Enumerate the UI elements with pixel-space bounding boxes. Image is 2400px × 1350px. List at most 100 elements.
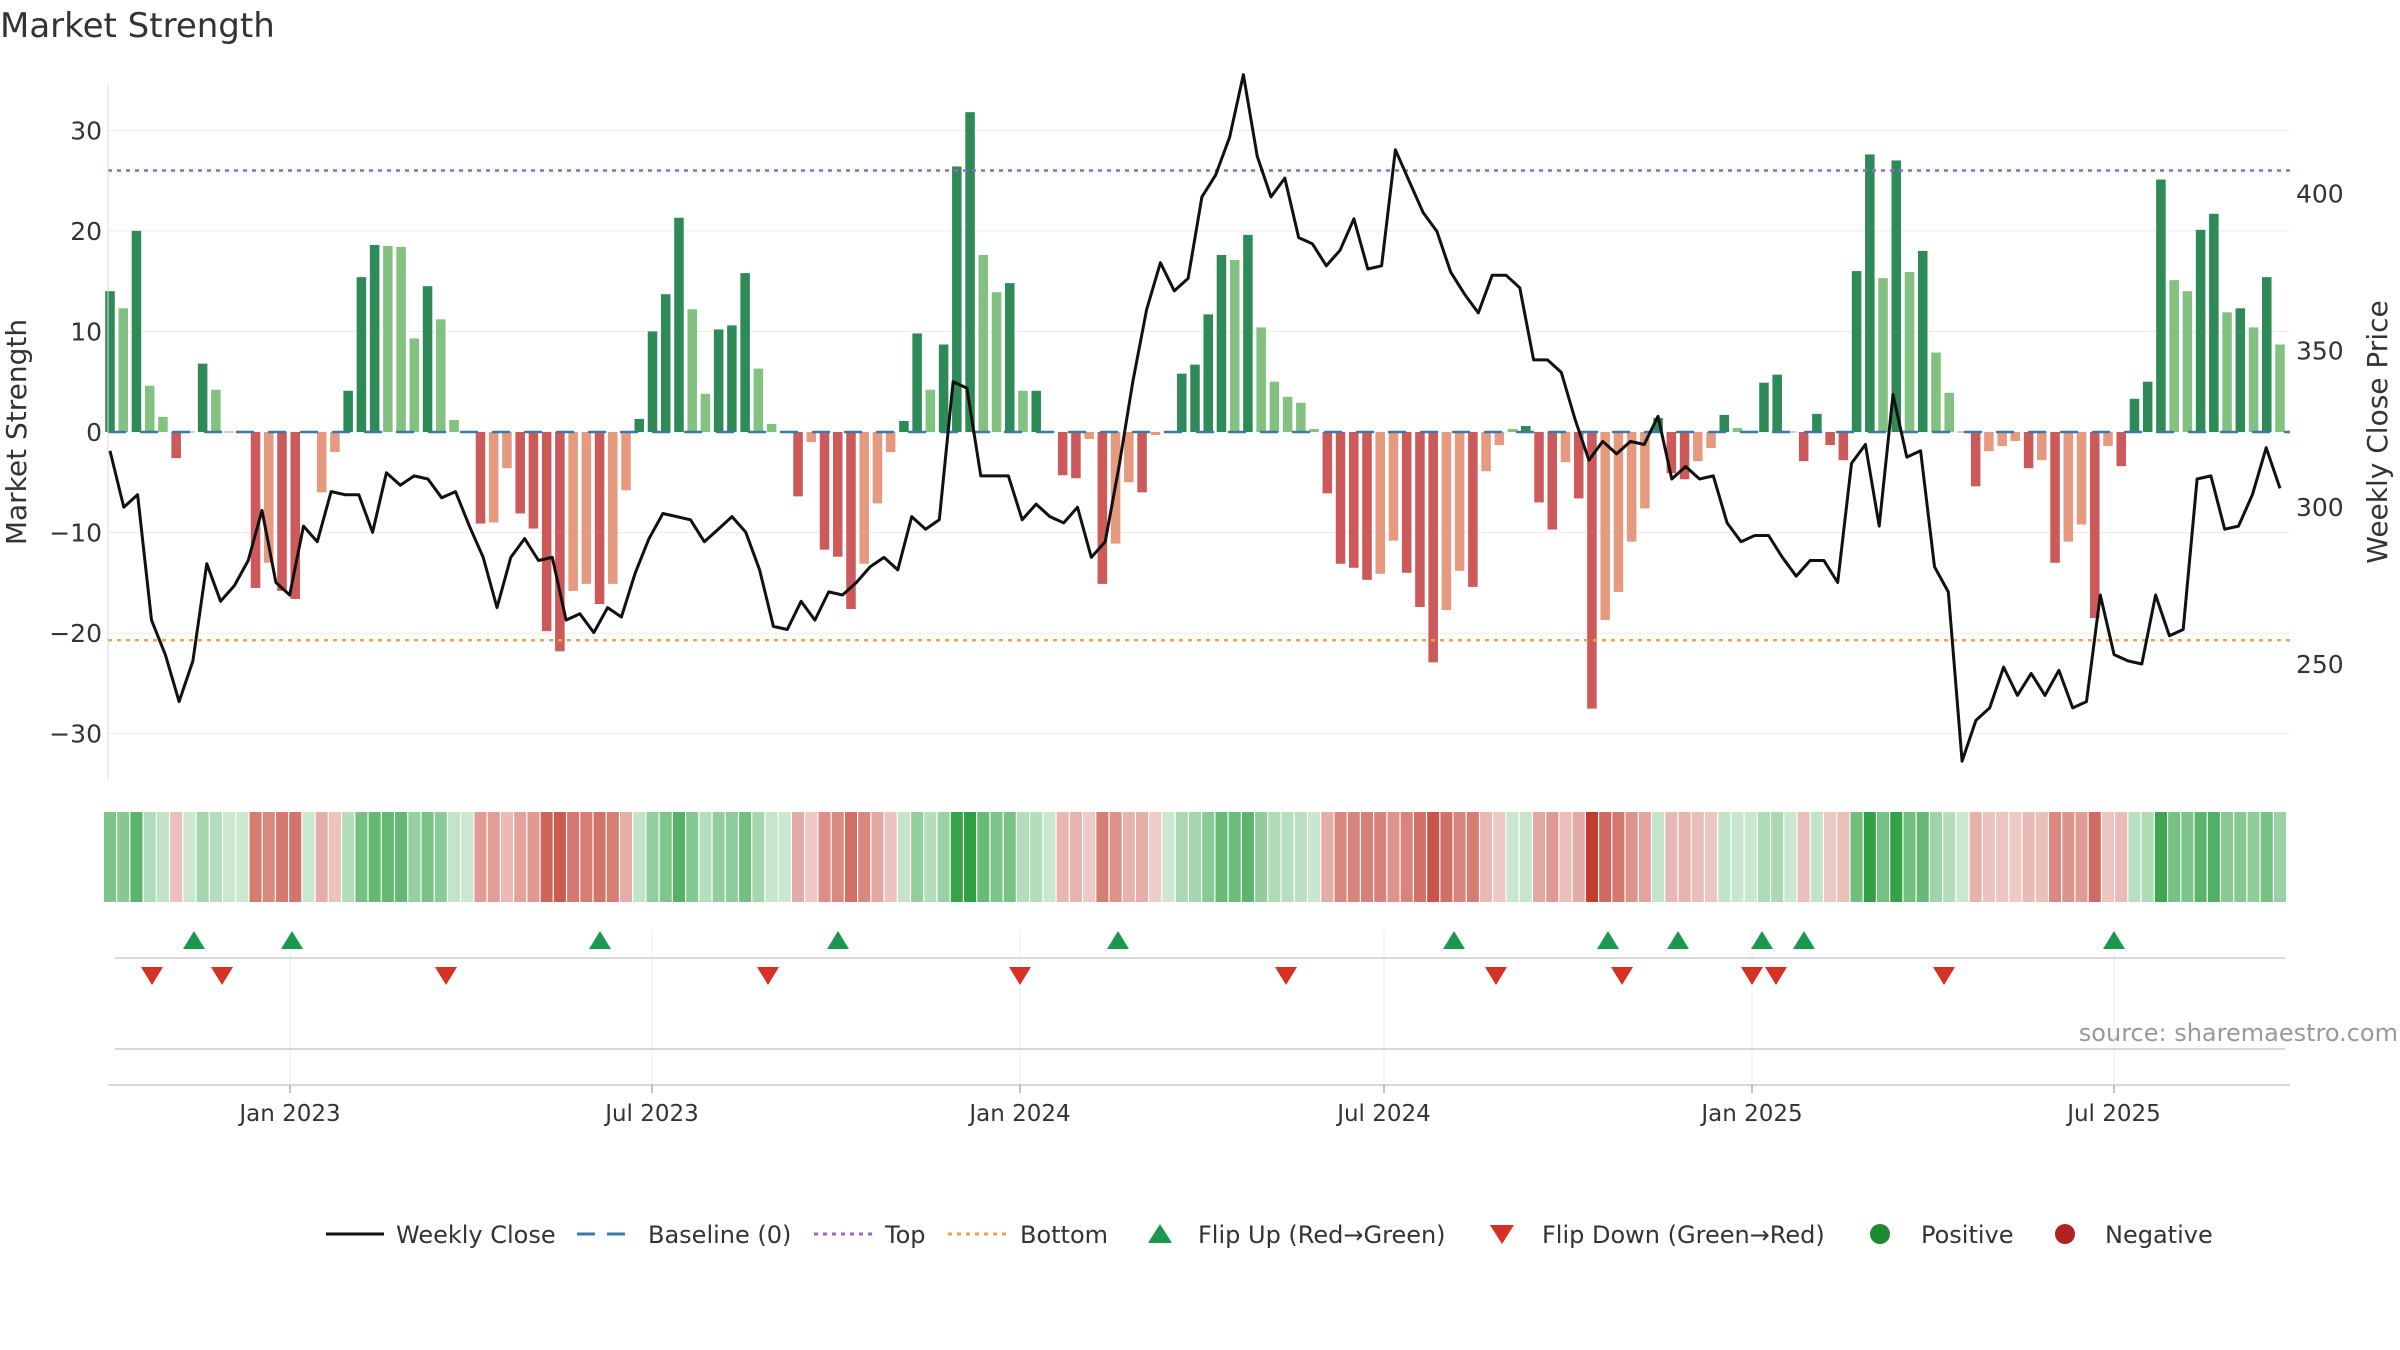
flip-down-marker: [1485, 967, 1507, 985]
heat-cell: [553, 812, 566, 902]
heat-cell: [1956, 812, 1969, 902]
heat-cell: [1427, 812, 1440, 902]
strength-bar: [899, 420, 909, 432]
right-y-axis-label: Weekly Close Price: [2361, 300, 2394, 563]
strength-bar: [1057, 432, 1068, 476]
heat-cell: [818, 812, 831, 902]
heat-cell: [2221, 812, 2234, 902]
strength-bar: [2156, 179, 2166, 432]
strength-bar: [1706, 432, 1716, 449]
strength-bars: [105, 112, 2285, 709]
strength-bar: [2050, 432, 2060, 563]
heat-cell: [2234, 812, 2247, 902]
flip-down-marker: [141, 967, 163, 985]
flip-up-marker: [589, 931, 611, 949]
heat-cell: [1943, 812, 1956, 902]
flip-down-marker: [211, 967, 233, 985]
flip-down-marker: [1009, 967, 1031, 985]
strength-bar: [316, 432, 327, 493]
strength-bar: [1547, 432, 1558, 530]
strength-bar: [1375, 432, 1386, 574]
heat-cell: [2049, 812, 2062, 902]
x-axis: Jan 2023 Jul 2023 Jan 2024 Jul 2024 Jan 2025…: [108, 1048, 2290, 1127]
strength-bar: [383, 245, 393, 432]
heat-cell: [1255, 812, 1268, 902]
heat-cell: [1744, 812, 1757, 902]
heat-cell: [1585, 812, 1598, 902]
strength-bar: [250, 432, 261, 588]
flip-down-marker: [757, 967, 779, 985]
strength-bar: [1084, 432, 1094, 440]
flip-up-marker: [183, 931, 205, 949]
heat-cell: [1996, 812, 2009, 902]
strength-bar: [2023, 432, 2034, 469]
heat-cell: [752, 812, 765, 902]
strength-bar: [1401, 432, 1412, 573]
heat-cell: [2075, 812, 2088, 902]
weekly-close-line: [108, 73, 2282, 763]
heat-cell: [712, 812, 725, 902]
heat-cell: [950, 812, 963, 902]
strength-bar: [594, 432, 605, 604]
heat-cell: [1652, 812, 1665, 902]
heat-cell: [196, 812, 209, 902]
strength-bar: [1626, 432, 1637, 542]
strength-bar: [1970, 432, 1981, 487]
strength-bar: [753, 368, 764, 432]
heat-cell: [1096, 812, 1109, 902]
heat-cell: [1122, 812, 1135, 902]
flip-down-marker: [1611, 967, 1633, 985]
heat-cell: [1705, 812, 1718, 902]
heat-cell: [130, 812, 143, 902]
heat-cell: [593, 812, 606, 902]
strength-bar: [1825, 432, 1835, 446]
strength-bar: [2275, 344, 2285, 432]
strength-bar: [859, 432, 869, 564]
strength-bar: [502, 432, 512, 469]
strength-bar: [515, 432, 525, 514]
heat-cell: [1003, 812, 1016, 902]
heat-cell: [2194, 812, 2207, 902]
left-tick-label: 20: [70, 217, 102, 246]
heat-cell: [487, 812, 500, 902]
strength-bar: [2089, 432, 2100, 619]
strength-bar: [1693, 432, 1703, 462]
strength-bar: [1243, 234, 1253, 432]
heat-cell: [1175, 812, 1188, 902]
heat-cell: [686, 812, 699, 902]
right-tick-label: 350: [2296, 336, 2344, 365]
heat-cell: [1771, 812, 1784, 902]
right-y-axis: 400 350 300 250: [2296, 180, 2344, 679]
heat-cell: [1083, 812, 1096, 902]
strength-bar: [171, 432, 181, 459]
heat-cell: [156, 812, 169, 902]
strength-bar: [581, 432, 592, 584]
heat-cell: [2260, 812, 2273, 902]
strength-bar: [1203, 314, 1213, 432]
heat-cell: [328, 812, 341, 902]
legend-swatch: [1490, 1225, 1514, 1244]
strength-bar: [1838, 432, 1849, 461]
strength-bar: [1256, 327, 1266, 432]
heat-cell: [1837, 812, 1850, 902]
right-tick-label: 400: [2296, 180, 2344, 209]
legend-label: Positive: [1921, 1221, 2014, 1249]
strength-bar: [1097, 432, 1108, 584]
heat-cell: [302, 812, 315, 902]
heat-cell: [1480, 812, 1493, 902]
heat-cell: [1850, 812, 1863, 902]
heat-cell: [1916, 812, 1929, 902]
strength-bar: [1917, 250, 1928, 432]
heat-cell: [2207, 812, 2220, 902]
strength-bar: [1851, 271, 1862, 432]
flip-up-marker: [1667, 931, 1689, 949]
heat-cell: [1599, 812, 1612, 902]
x-tick-label: Jan 2023: [237, 1101, 340, 1127]
strength-bar: [1600, 432, 1610, 621]
heat-cell: [1215, 812, 1228, 902]
heat-cell: [580, 812, 593, 902]
strength-bar: [1984, 432, 1994, 452]
strength-bar: [965, 112, 975, 432]
strength-bar: [687, 309, 697, 432]
legend-label: Bottom: [1020, 1221, 1108, 1249]
